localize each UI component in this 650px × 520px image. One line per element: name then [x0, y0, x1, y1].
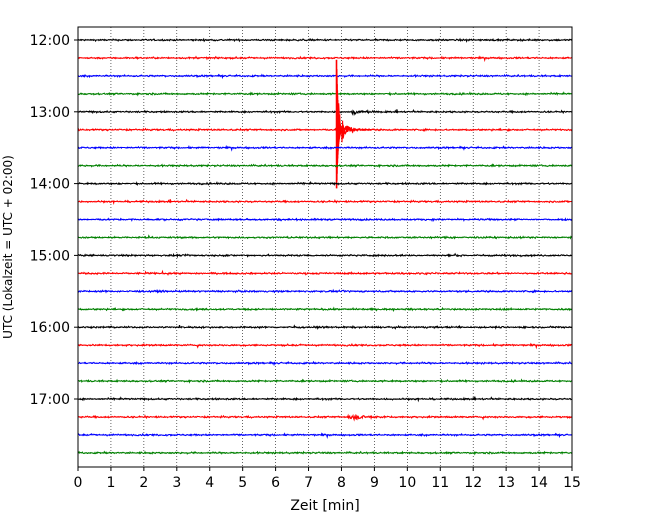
trace-1700: [77, 396, 573, 403]
trace-1345: [77, 163, 573, 169]
trace-1715: [77, 413, 573, 422]
trace-1430: [77, 217, 573, 223]
x-tick-label: 9: [370, 475, 379, 491]
trace-1545: [77, 306, 573, 313]
x-tick-label: 10: [398, 475, 416, 491]
y-tick-label: 14:00: [30, 177, 70, 193]
y-tick-label: 15:00: [30, 248, 70, 264]
y-tick-label: 17:00: [30, 392, 70, 408]
trace-1500: [77, 252, 572, 259]
trace-1630: [77, 360, 573, 367]
x-tick-label: 8: [337, 475, 346, 491]
trace-1445: [78, 234, 573, 240]
trace-group: [77, 37, 573, 456]
x-tick-label: 2: [139, 475, 148, 491]
trace-1400: [77, 180, 573, 187]
y-tick-label: 12:00: [30, 33, 70, 49]
x-tick-label: 13: [497, 475, 515, 491]
x-tick-label: 7: [304, 475, 313, 491]
trace-coda: [339, 124, 372, 135]
y-axis-ticks: 12:00 13:00 14:00 15:00 16:00 17:00: [30, 33, 78, 408]
trace-1745: [77, 450, 573, 456]
trace-1415: [77, 198, 573, 205]
x-tick-label: 15: [563, 475, 581, 491]
trace-1300: [77, 109, 573, 117]
y-tick-label: 13:00: [30, 105, 70, 121]
x-tick-label: 4: [205, 475, 214, 491]
x-tick-label: 14: [530, 475, 548, 491]
x-tick-label: 5: [238, 475, 247, 491]
x-tick-label: 1: [106, 475, 115, 491]
x-tick-label: 12: [464, 475, 482, 491]
x-axis-ticks: 0 1 2 3 4 5 6 7 8 9 10 11 12 13 14 15: [74, 467, 581, 491]
trace-1230: [77, 73, 572, 80]
x-tick-label: 6: [271, 475, 280, 491]
trace-1645: [77, 378, 573, 384]
trace-1215: [77, 55, 573, 63]
trace-1330: [77, 144, 573, 152]
trace-1200: [77, 37, 573, 43]
trace-1600: [77, 324, 572, 331]
y-tick-label: 16:00: [30, 320, 70, 336]
x-axis-title: Zeit [min]: [290, 498, 359, 514]
trace-spike: [335, 59, 344, 189]
trace-1515: [77, 269, 573, 276]
trace-1315: [77, 103, 573, 143]
plot-frame: [77, 26, 573, 468]
trace-1730: [77, 432, 573, 440]
x-tick-label: 0: [74, 475, 83, 491]
x-tick-label: 3: [172, 475, 181, 491]
trace-1530: [77, 288, 573, 294]
trace-1615: [77, 342, 573, 350]
x-tick-label: 11: [431, 475, 449, 491]
trace-1245: [77, 91, 573, 97]
y-axis-title: UTC (Lokalzeit = UTC + 02:00): [1, 155, 15, 339]
